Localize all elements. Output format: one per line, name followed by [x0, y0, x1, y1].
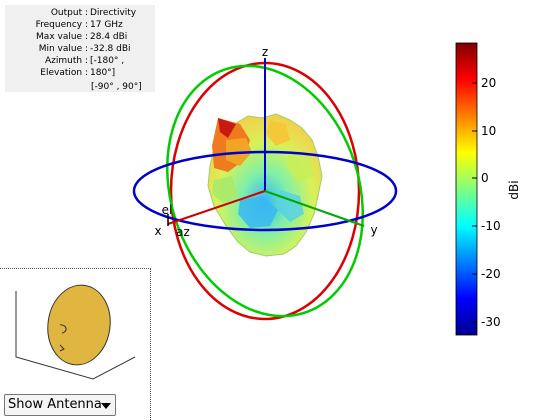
colorbar-tick: -10 [481, 219, 501, 233]
show-antenna-dropdown[interactable]: Show Antenna [4, 394, 116, 416]
info-value: Directivity [90, 8, 137, 18]
colorbar-tick: 10 [481, 124, 496, 138]
colorbar-tick: -20 [481, 267, 501, 281]
info-row-azimuth: Azimuth : [-180° , [5, 55, 155, 67]
axis-y-label: y [370, 223, 377, 237]
colorbar-tick: 20 [481, 76, 496, 90]
axis-x-line [167, 190, 266, 225]
info-key: Max value : [36, 32, 88, 42]
colorbar-unit: dBi [507, 180, 521, 199]
info-row-max: Max value : 28.4 dBi [5, 31, 155, 43]
info-key: Min value : [38, 44, 88, 54]
info-key: Azimuth : [45, 56, 88, 66]
info-value: [-180° , [90, 56, 125, 66]
antenna-patch [47, 284, 111, 366]
colorbar-tick: 0 [481, 171, 489, 185]
axis-x-label: x [154, 224, 161, 238]
info-key: Frequency : [35, 20, 88, 30]
axis-el-label: el [162, 203, 173, 217]
antenna-preview-panel [0, 268, 151, 420]
info-value: 180°] [90, 68, 116, 78]
info-row-elevation: Elevation : 180°] [5, 67, 155, 79]
info-value: -32.8 dBi [90, 44, 131, 54]
info-elevation-range: [-90° , 90°] [91, 82, 142, 92]
info-row-min: Min value : -32.8 dBi [5, 43, 155, 55]
info-value: 17 GHz [90, 20, 123, 30]
info-key: Output : [50, 8, 88, 18]
colorbar [455, 42, 478, 336]
colorbar-ticks [472, 82, 477, 323]
info-key: Elevation : [40, 68, 88, 78]
axis-y-line [264, 190, 365, 227]
axis-z-label: z [262, 45, 268, 59]
info-row-frequency: Frequency : 17 GHz [5, 19, 155, 31]
antenna-geometry [15, 284, 136, 380]
info-panel: Output : Directivity Frequency : 17 GHz … [5, 5, 155, 92]
chevron-down-icon [101, 403, 111, 409]
colorbar-tick: -30 [481, 315, 501, 329]
show-antenna-label: Show Antenna [8, 397, 102, 412]
info-row-output: Output : Directivity [5, 7, 155, 19]
axis-az-label: az [176, 225, 190, 239]
info-value: 28.4 dBi [90, 32, 128, 42]
